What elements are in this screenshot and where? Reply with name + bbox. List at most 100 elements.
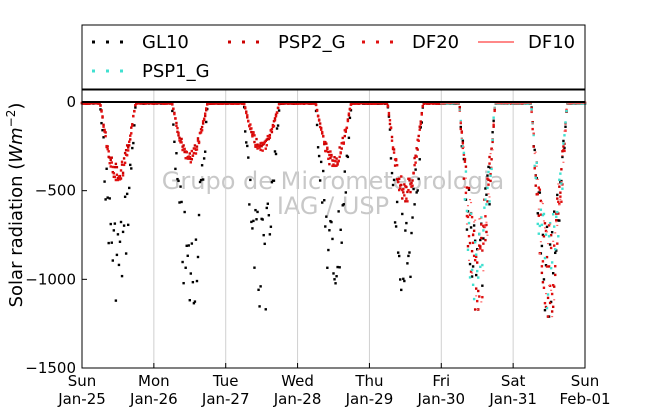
point-psp1_g <box>464 170 468 173</box>
point-df20 <box>387 111 391 115</box>
point-gl10 <box>103 180 106 183</box>
point-gl10 <box>261 218 264 221</box>
point-gl10 <box>276 124 280 127</box>
point-df10 <box>456 102 459 104</box>
point-df20 <box>116 178 120 182</box>
point-gl10 <box>330 220 333 224</box>
point-psp2_g <box>404 200 407 203</box>
point-df20 <box>547 224 551 227</box>
point-df20 <box>265 144 268 147</box>
point-gl10 <box>333 278 336 281</box>
point-psp1_g <box>488 200 491 203</box>
point-df20 <box>477 308 480 311</box>
point-df10 <box>507 102 510 104</box>
point-df20 <box>482 242 485 245</box>
point-df20 <box>120 160 124 164</box>
point-gl10 <box>264 308 267 311</box>
point-df20 <box>392 151 396 154</box>
point-gl10 <box>251 227 254 230</box>
point-df10 <box>553 299 556 301</box>
point-gl10 <box>408 251 411 254</box>
point-df20 <box>251 135 254 138</box>
point-gl10 <box>414 168 417 171</box>
point-df20 <box>177 131 180 135</box>
point-gl10 <box>268 233 272 236</box>
point-psp2_g <box>114 162 118 166</box>
point-df20 <box>318 125 322 129</box>
legend-swatch <box>92 69 95 73</box>
point-gl10 <box>417 177 420 181</box>
point-df20 <box>110 161 113 164</box>
point-gl10 <box>191 280 195 284</box>
point-gl10 <box>116 233 120 236</box>
point-df10 <box>534 151 537 153</box>
point-psp2_g <box>110 156 113 159</box>
point-df20 <box>273 119 277 122</box>
point-gl10 <box>197 213 201 217</box>
point-df10 <box>510 102 513 105</box>
y-axis-label: Solar radiation (Wm−2) <box>4 103 27 308</box>
point-psp2_g <box>318 122 322 125</box>
point-df10 <box>443 102 446 104</box>
point-gl10 <box>411 216 414 219</box>
point-df20 <box>414 161 417 164</box>
point-psp2_g <box>461 141 465 144</box>
point-gl10 <box>323 199 326 202</box>
point-gl10 <box>114 299 118 302</box>
point-df20 <box>103 130 106 133</box>
point-psp2_g <box>255 137 258 141</box>
point-df20 <box>460 131 464 134</box>
point-df10 <box>492 122 495 124</box>
point-psp2_g <box>406 190 409 194</box>
point-df20 <box>403 194 406 197</box>
point-df10 <box>453 102 456 104</box>
point-psp1_g <box>479 265 482 269</box>
y-axis: 0 −500 −1000 −1500 <box>25 93 87 377</box>
point-gl10 <box>401 212 404 216</box>
point-psp2_g <box>537 214 541 217</box>
point-gl10 <box>117 263 121 267</box>
point-df20 <box>342 142 345 145</box>
point-df10 <box>504 103 507 105</box>
point-df10 <box>468 259 471 261</box>
point-df10 <box>541 202 544 205</box>
point-gl10 <box>193 300 197 303</box>
point-df10 <box>460 137 463 139</box>
point-gl10 <box>265 206 268 210</box>
point-df20 <box>476 299 479 303</box>
point-gl10 <box>469 226 473 229</box>
point-df10 <box>499 103 502 105</box>
point-df10 <box>526 102 529 104</box>
point-psp1_g <box>482 229 485 232</box>
point-df20 <box>319 128 323 131</box>
point-df20 <box>117 175 121 178</box>
point-gl10 <box>331 237 334 241</box>
point-gl10 <box>536 212 539 215</box>
point-psp2_g <box>419 120 422 123</box>
point-df20 <box>391 146 395 149</box>
point-df10 <box>474 219 477 221</box>
point-psp2_g <box>117 176 121 179</box>
point-psp2_g <box>411 179 414 182</box>
point-df10 <box>536 178 539 180</box>
point-df20 <box>397 188 401 192</box>
point-psp1_g <box>565 109 568 113</box>
point-df10 <box>508 102 511 104</box>
point-psp2_g <box>201 122 205 125</box>
point-psp2_g <box>543 222 547 225</box>
point-gl10 <box>101 129 104 132</box>
point-psp2_g <box>546 296 550 300</box>
point-df20 <box>328 153 331 157</box>
point-df20 <box>132 114 135 118</box>
point-gl10 <box>543 308 547 312</box>
point-psp1_g <box>468 276 472 279</box>
point-df10 <box>512 102 515 105</box>
point-df10 <box>525 102 528 104</box>
point-gl10 <box>315 123 319 127</box>
point-gl10 <box>134 106 137 109</box>
point-df10 <box>503 102 506 105</box>
point-psp1_g <box>542 212 546 216</box>
point-df10 <box>497 102 500 104</box>
point-gl10 <box>467 188 471 191</box>
point-df20 <box>248 125 251 128</box>
